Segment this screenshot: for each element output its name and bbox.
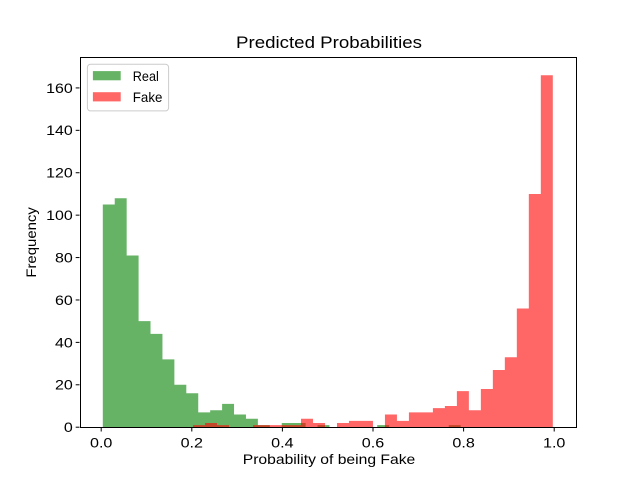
svg-text:Probability of being Fake: Probability of being Fake — [243, 451, 416, 467]
svg-text:20: 20 — [55, 377, 73, 393]
svg-text:0: 0 — [64, 419, 73, 435]
svg-text:60: 60 — [55, 292, 73, 308]
svg-text:Frequency: Frequency — [23, 207, 39, 278]
svg-text:40: 40 — [55, 334, 73, 350]
svg-text:0.6: 0.6 — [362, 434, 385, 450]
svg-text:160: 160 — [46, 80, 73, 96]
svg-text:0.2: 0.2 — [181, 434, 204, 450]
svg-text:Predicted Probabilities: Predicted Probabilities — [236, 33, 422, 52]
svg-text:120: 120 — [46, 165, 73, 181]
svg-text:0.0: 0.0 — [90, 434, 113, 450]
svg-text:0.8: 0.8 — [452, 434, 475, 450]
svg-text:100: 100 — [46, 207, 73, 223]
svg-text:Real: Real — [133, 68, 159, 84]
svg-text:Fake: Fake — [133, 89, 163, 105]
svg-text:1.0: 1.0 — [543, 434, 566, 450]
svg-text:140: 140 — [46, 122, 73, 138]
svg-text:0.4: 0.4 — [271, 434, 294, 450]
svg-text:80: 80 — [55, 249, 73, 265]
